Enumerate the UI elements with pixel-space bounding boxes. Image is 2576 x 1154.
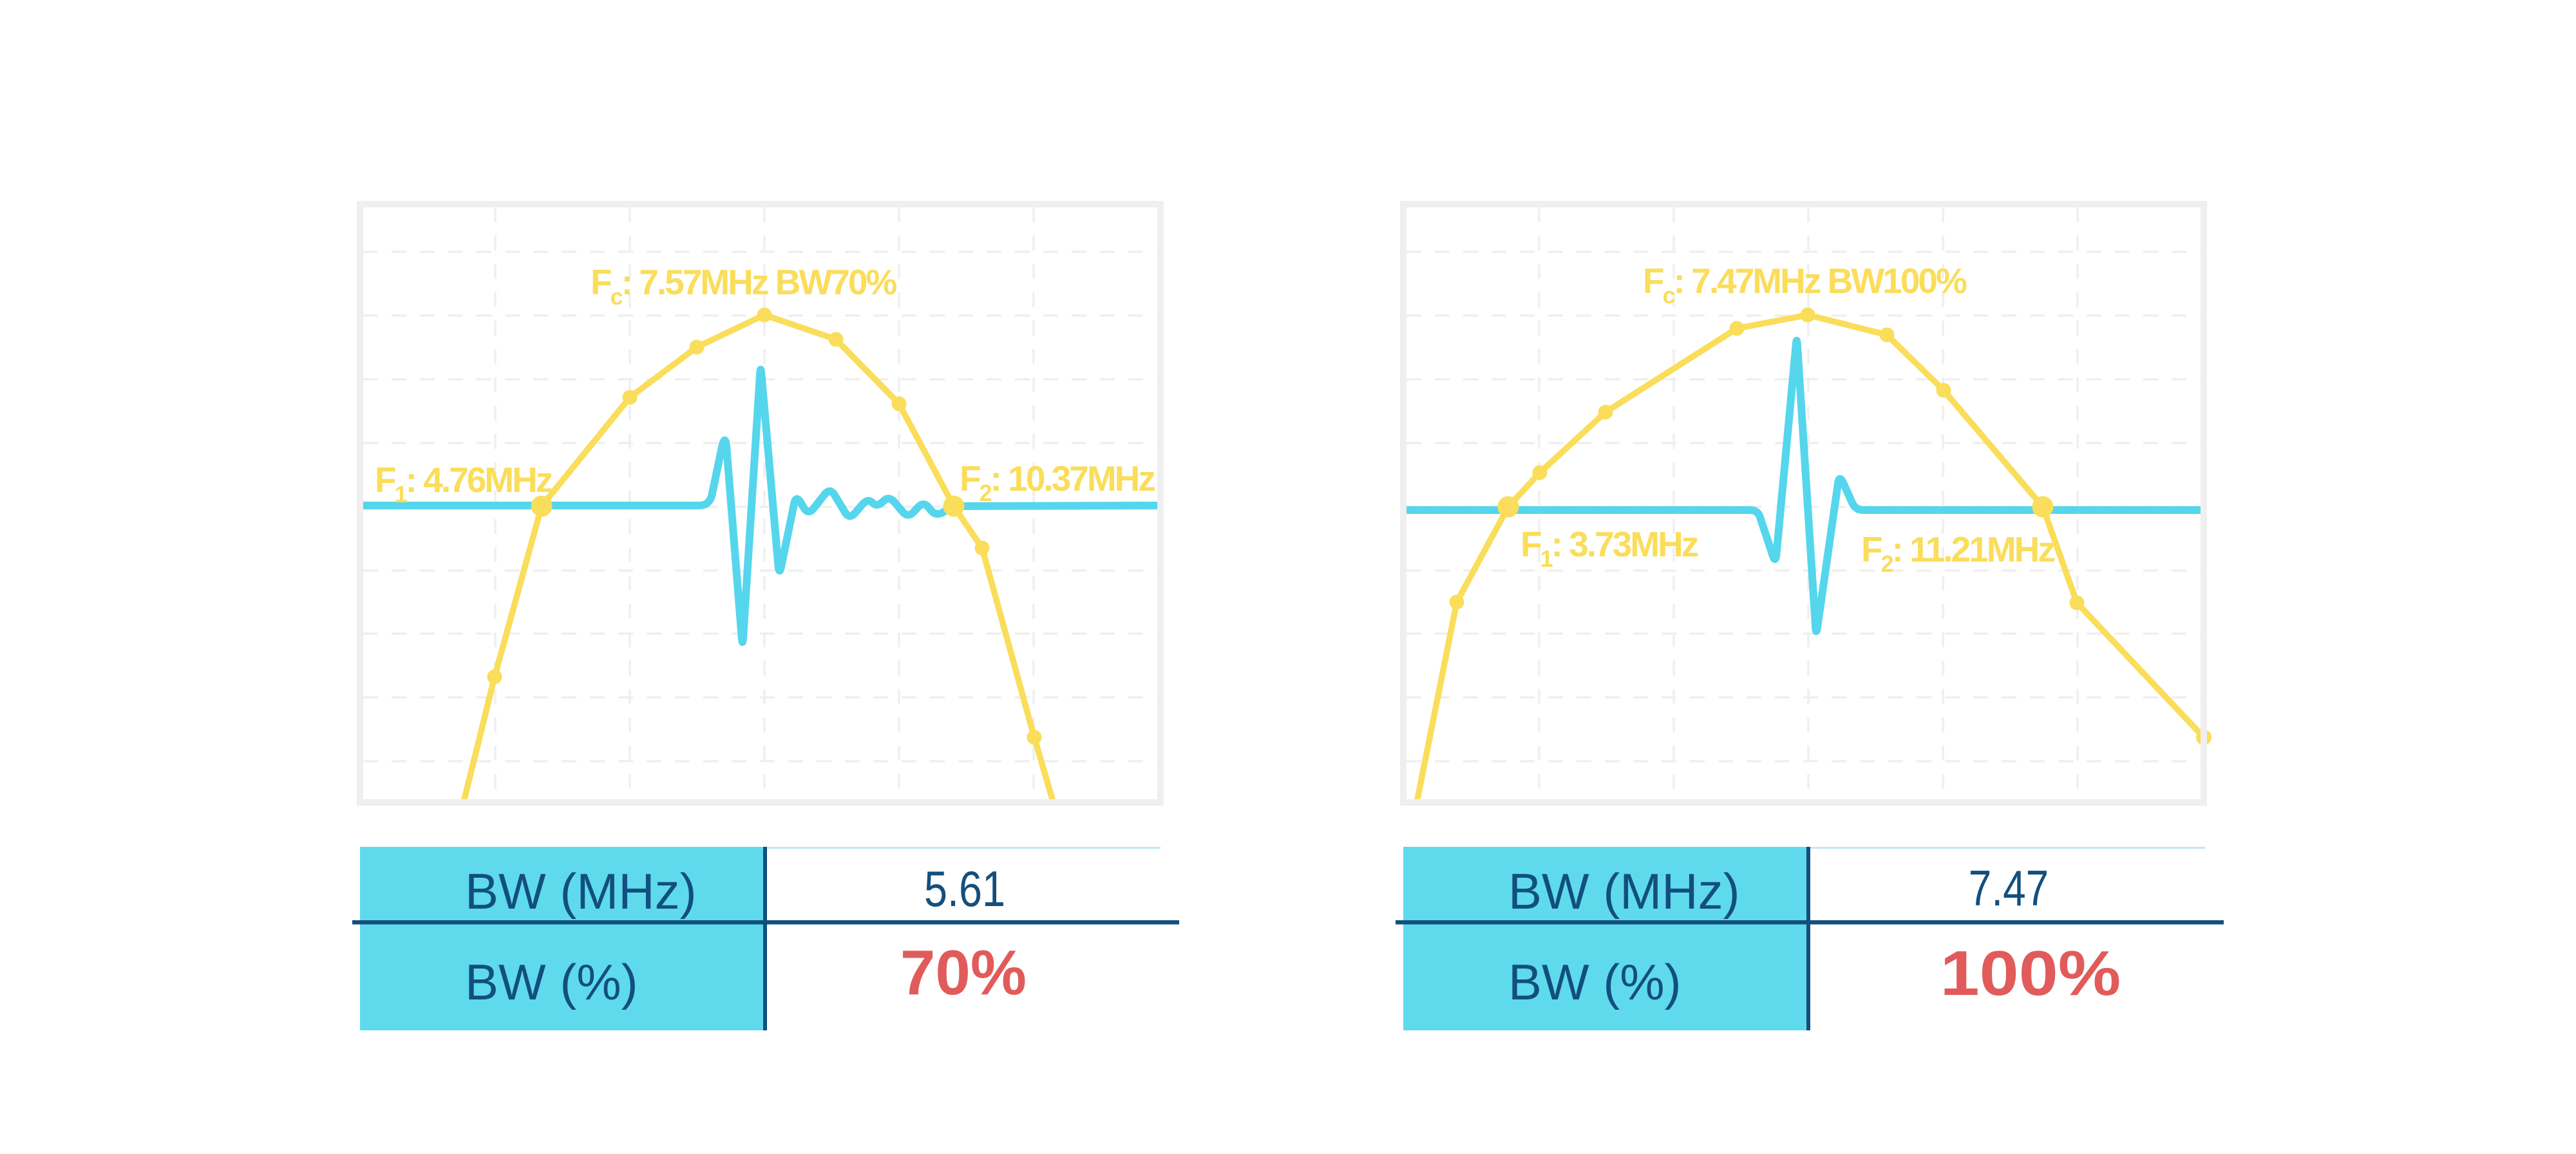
svg-text:5.61: 5.61 [924,861,1005,917]
svg-text:BW (%): BW (%) [465,954,638,1010]
svg-text:F2: 10.37MHz: F2: 10.37MHz [960,459,1155,506]
svg-text:BW (MHz): BW (MHz) [465,863,697,920]
svg-text:F1: 4.76MHz: F1: 4.76MHz [375,460,553,507]
svg-text:Fc: 7.57MHz BW70%: Fc: 7.57MHz BW70% [591,262,896,310]
svg-text:BW (MHz): BW (MHz) [1508,863,1740,920]
svg-text:Fc: 7.47MHz BW100%: Fc: 7.47MHz BW100% [1643,261,1967,308]
svg-text:BW (%): BW (%) [1508,954,1681,1010]
svg-text:100%: 100% [1940,938,2121,1008]
svg-text:F2: 11.21MHz: F2: 11.21MHz [1861,529,2054,577]
svg-text:70%: 70% [900,937,1027,1008]
svg-text:7.47: 7.47 [1969,860,2049,916]
